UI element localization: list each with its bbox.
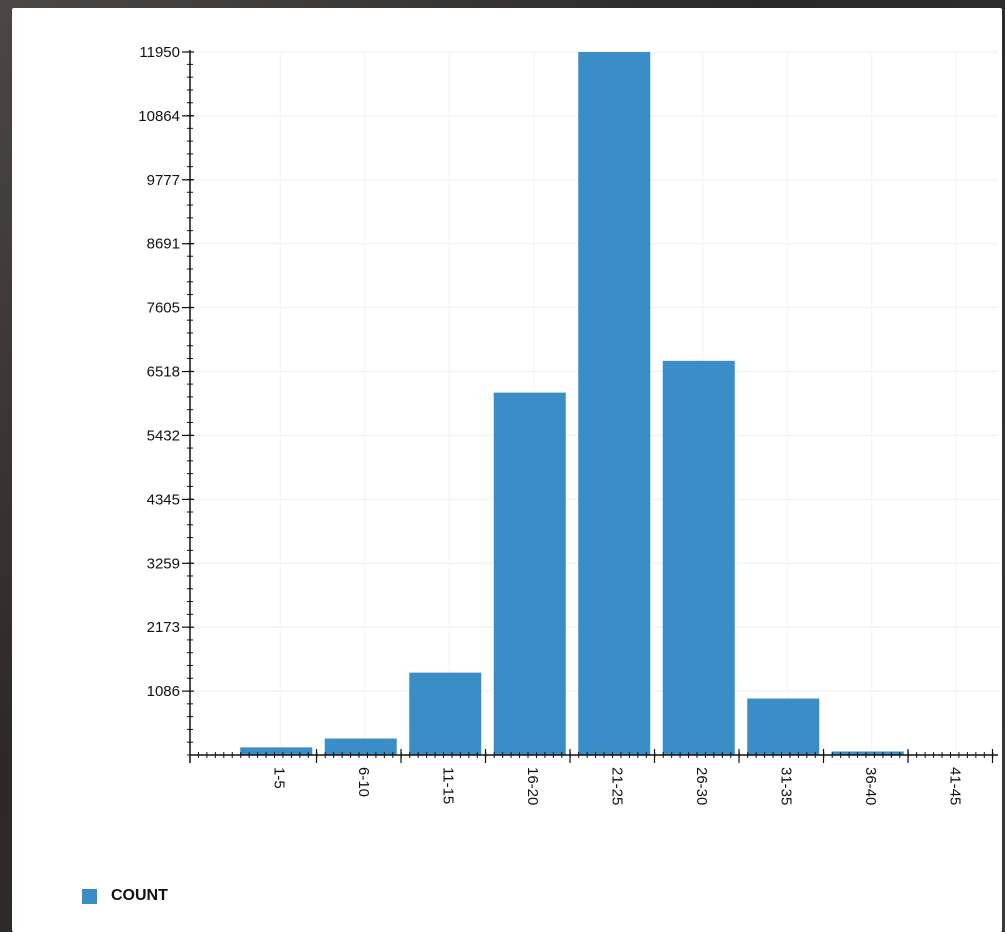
bar[interactable] [240, 747, 313, 755]
bar[interactable] [578, 52, 651, 755]
legend-swatch [82, 888, 97, 904]
y-tick-label: 6518 [147, 364, 180, 381]
bar-chart: 1086 2173 3259 4345 5432 6518 7605 8691 9777 1086… [138, 44, 998, 805]
y-tick-label: 3259 [147, 555, 180, 572]
legend-label: COUNT [111, 887, 168, 904]
bar[interactable] [493, 392, 566, 755]
bar[interactable] [324, 738, 397, 755]
y-tick-label: 8691 [147, 236, 180, 253]
legend[interactable]: COUNT [82, 887, 168, 905]
y-tick-label: 1086 [147, 683, 180, 700]
bar[interactable] [747, 698, 820, 755]
x-tick-label: 21-25 [608, 767, 625, 805]
x-tick-label: 1-5 [270, 767, 287, 789]
y-tick-label: 9777 [147, 172, 180, 189]
bar[interactable] [409, 672, 482, 755]
x-tick-label: 26-30 [693, 767, 710, 805]
y-tick-label: 4345 [147, 491, 180, 508]
x-tick-label: 36-40 [862, 767, 879, 805]
x-tick-label: 41-45 [946, 767, 963, 805]
x-tick-label: 16-20 [524, 767, 541, 805]
x-axis-minor-ticks [189, 752, 994, 758]
y-tick-label: 7605 [147, 300, 180, 317]
y-tick-label: 5432 [147, 427, 180, 444]
bars [240, 52, 904, 755]
x-tick-label: 6-10 [355, 767, 372, 797]
y-tick-label: 2173 [147, 619, 180, 636]
bar[interactable] [831, 751, 904, 755]
x-tick-label: 31-35 [777, 767, 794, 805]
bar[interactable] [662, 360, 735, 755]
chart-panel: 1086 2173 3259 4345 5432 6518 7605 8691 9777 1086… [12, 8, 1002, 932]
x-tick-label: 11-15 [439, 767, 456, 804]
y-tick-label: 11950 [139, 44, 180, 61]
y-tick-label: 10864 [138, 108, 180, 125]
